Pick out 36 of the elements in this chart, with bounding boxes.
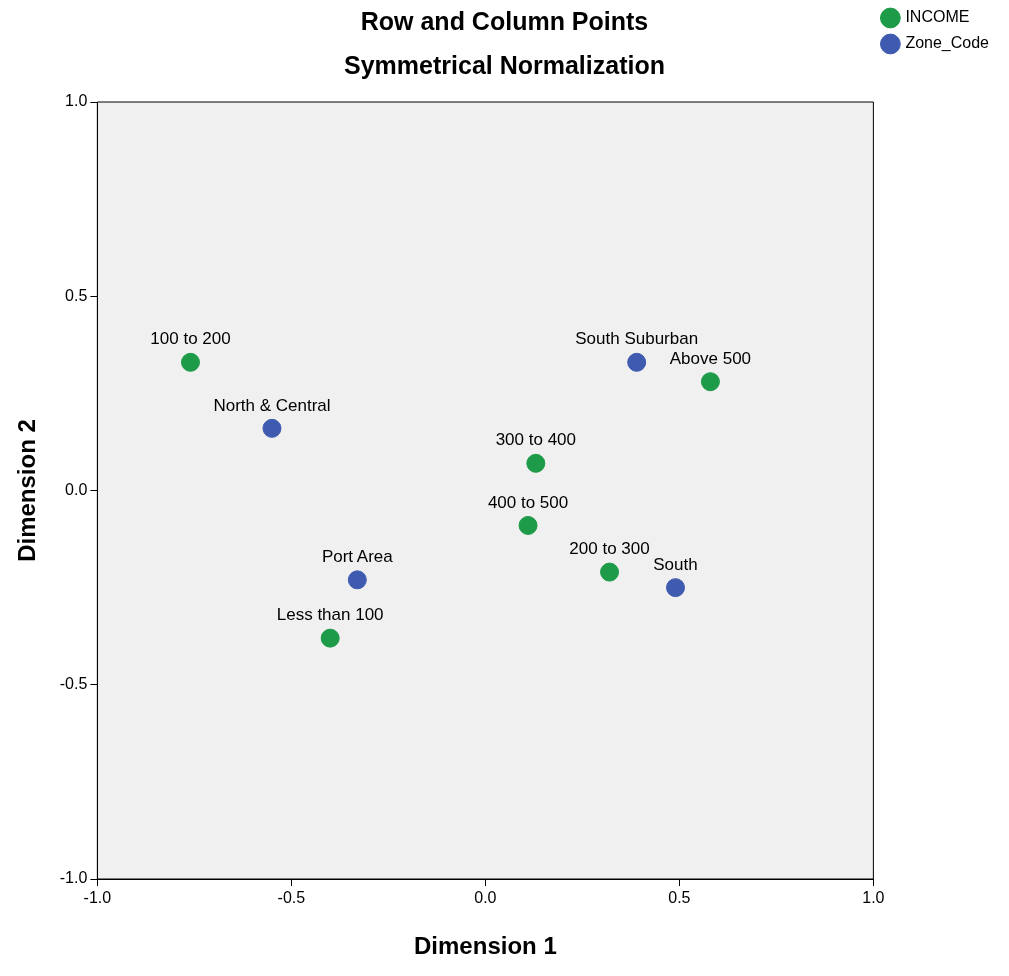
point bbox=[526, 453, 546, 473]
point bbox=[600, 562, 620, 582]
y-tick-label: -1.0 bbox=[59, 869, 88, 887]
point bbox=[627, 352, 647, 372]
annotation: 100 to 200 bbox=[150, 329, 231, 349]
legend-label: Zone_Code bbox=[905, 34, 990, 53]
y-tick-label: 1.0 bbox=[65, 92, 88, 110]
annotation: North & Central bbox=[213, 395, 331, 415]
chart-title: Row and Column Points bbox=[360, 6, 649, 35]
annotation: 300 to 400 bbox=[495, 430, 576, 450]
point bbox=[666, 578, 685, 598]
y-tick-label: 0.0 bbox=[65, 480, 88, 498]
point bbox=[262, 418, 282, 438]
y-tick-label: -0.5 bbox=[59, 675, 88, 693]
x-tick-label: -0.5 bbox=[277, 889, 306, 907]
point bbox=[518, 515, 538, 535]
x-tick-label: 0.5 bbox=[668, 889, 691, 907]
x-tick-label: -1.0 bbox=[83, 889, 112, 907]
chart-subtitle: Symmetrical Normalization bbox=[344, 50, 665, 79]
point bbox=[180, 352, 200, 372]
point bbox=[700, 372, 720, 392]
y-axis-title: Dimension 2 bbox=[13, 419, 41, 562]
x-tick-label: 0.0 bbox=[474, 889, 497, 907]
legend-label: INCOME bbox=[905, 8, 970, 26]
annotation: South bbox=[653, 554, 698, 574]
annotation: Above 500 bbox=[669, 348, 752, 368]
annotation: South Suburban bbox=[575, 329, 699, 349]
x-axis-title: Dimension 1 bbox=[414, 932, 557, 960]
annotation: 200 to 300 bbox=[569, 539, 650, 559]
point bbox=[320, 628, 340, 648]
annotation: 400 to 500 bbox=[487, 492, 569, 512]
point bbox=[347, 570, 367, 590]
annotation: Less than 100 bbox=[276, 605, 384, 625]
y-tick-label: 0.5 bbox=[65, 286, 88, 304]
annotation: Port Area bbox=[321, 547, 394, 567]
x-tick-label: 1.0 bbox=[862, 889, 885, 907]
